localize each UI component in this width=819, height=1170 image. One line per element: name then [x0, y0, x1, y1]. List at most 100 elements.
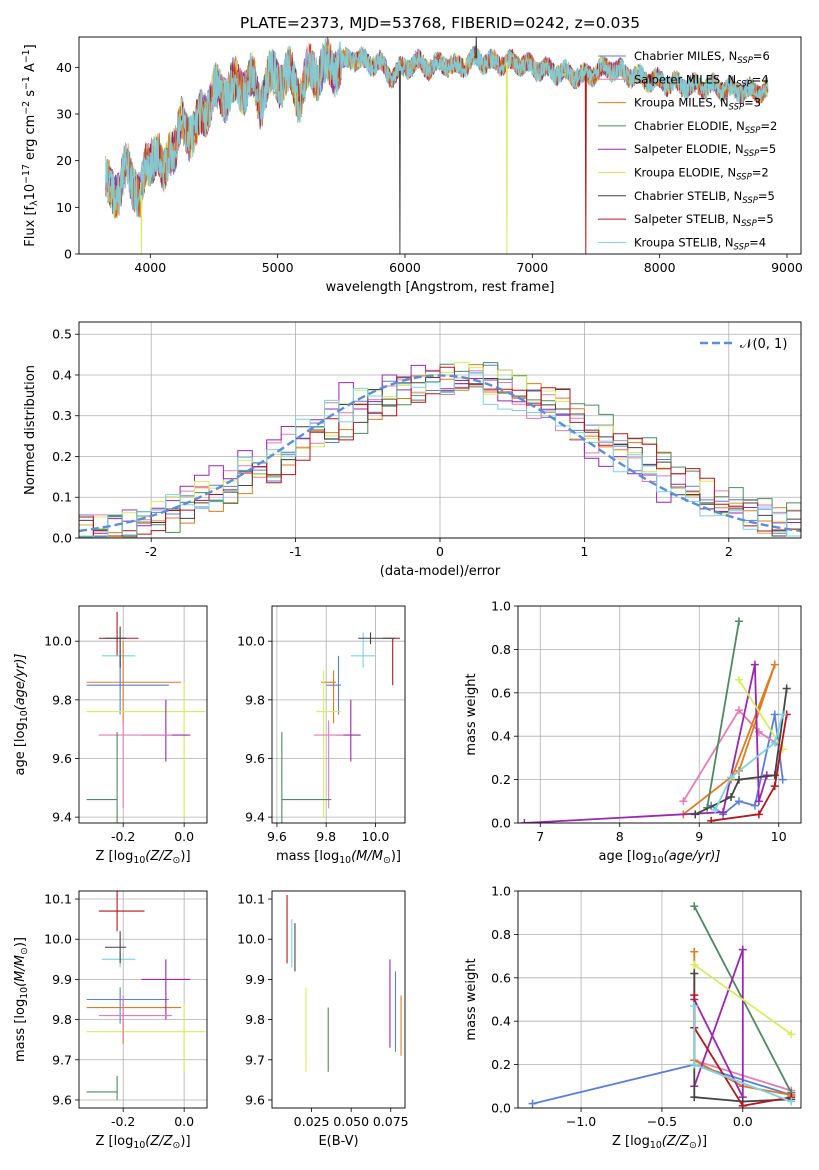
age-vs-massweight-marker-0-2 — [734, 797, 743, 806]
z-vs-massweight-ytick-label-4: 0.8 — [491, 927, 511, 942]
age-vs-massweight-marker-6-4 — [782, 684, 791, 693]
legend-entry-part: Salpeter MILES, N — [634, 72, 736, 86]
age-vs-massweight-marker-0-4 — [770, 710, 779, 719]
age-vs-massweight-plot-area — [520, 617, 791, 823]
residuals-ytick-label-1: 0.1 — [52, 490, 72, 505]
z-vs-mass-ytick-label-0: 9.6 — [52, 1092, 72, 1107]
z-vs-mass-xlabel-part: ⊙ — [173, 1140, 181, 1151]
z-vs-mass-xlabel-part: 10 — [133, 1140, 145, 1151]
legend-entry-part: =3 — [744, 96, 761, 110]
age-vs-massweight-marker-1-0 — [679, 797, 688, 806]
z-vs-mass-plot-area — [86, 891, 206, 1100]
spectrum-ylabel-part: s — [23, 90, 38, 101]
age-vs-massweight-series-8 — [714, 714, 784, 811]
age-vs-massweight-marker-8-3 — [778, 710, 787, 719]
z-vs-age-xtick-label-1: 0.0 — [174, 829, 194, 844]
spectrum-ylabel-part: −1 — [21, 76, 32, 90]
residuals-ytick-label-4: 0.4 — [52, 367, 72, 382]
ebv-vs-mass-xtick-label-0: 0.025 — [294, 1114, 330, 1129]
ebv-vs-mass-ytick-label-5: 10.1 — [237, 892, 265, 907]
age-vs-massweight-marker-8-0 — [711, 805, 720, 814]
residuals-plot-area — [79, 361, 801, 538]
age-vs-massweight-marker-7-1 — [754, 810, 763, 819]
z-vs-massweight-series-5 — [693, 964, 792, 1035]
z-vs-massweight-ytick-label-5: 1.0 — [491, 884, 511, 899]
legend-entry-part: =2 — [752, 166, 769, 180]
z-vs-age-xlabel-part: Z [log — [95, 849, 133, 864]
mass-vs-age-xlabel: mass [log10(M/M⊙)] — [276, 849, 401, 866]
legend-entry-part: SSP — [737, 56, 753, 66]
legend-entry-part: =2 — [760, 119, 777, 133]
legend-entry-part: SSP — [736, 79, 752, 89]
age-vs-massweight-marker-6-0 — [691, 810, 700, 819]
z-vs-mass-xlabel: Z [log10(Z/Z⊙)] — [95, 1134, 190, 1151]
spectrum-ylabel-part: 10 — [23, 184, 38, 201]
z-vs-massweight-xlabel-part: (Z/Z — [662, 1134, 690, 1149]
legend-entry-0: Chabrier MILES, NSSP=6 — [634, 49, 770, 66]
panels: 4000 5000 6000 7000 8000 9000010203040wavelen… — [13, 36, 803, 1151]
spectrum-series-8 — [105, 38, 769, 217]
z-vs-massweight-marker-5-0 — [690, 960, 699, 969]
spectrum-xtick-label-4: 8000 — [644, 260, 676, 275]
z-vs-massweight-marker-8-0 — [690, 1002, 699, 1011]
ebv-vs-mass-plot-area — [286, 895, 402, 1072]
legend-entry-2: Kroupa MILES, NSSP=3 — [634, 96, 761, 113]
z-vs-age-xlabel-part: )] — [180, 849, 190, 864]
mass-vs-age-ytick-label-3: 10.0 — [237, 634, 265, 649]
z-vs-massweight-frame — [517, 890, 802, 1109]
z-vs-mass-ylabel-part: ⊙ — [19, 947, 30, 955]
legend-entry-part: =6 — [753, 49, 770, 63]
z-vs-massweight-ytick-label-1: 0.2 — [491, 1057, 511, 1072]
age-vs-massweight-marker-2-2 — [770, 660, 779, 669]
mass-vs-age-xlabel-part: mass [log — [276, 849, 339, 864]
legend-entry-part: SSP — [729, 103, 745, 113]
normal-legend-label: 𝒩(0, 1) — [740, 337, 787, 352]
age-vs-massweight-marker-8-2 — [770, 738, 779, 747]
z-vs-mass-xtick-label-1: 0.0 — [174, 1114, 194, 1129]
z-vs-age-frame — [78, 605, 208, 824]
spectrum-frame — [78, 36, 802, 255]
age-vs-massweight-marker-5-0 — [734, 675, 743, 684]
legend-entry-part: =5 — [758, 189, 775, 203]
z-vs-mass-panel: -0.2 0.09.69.79.89.910.010.1Z [log10(Z/Z⊙… — [13, 890, 208, 1151]
normal-curve — [79, 374, 801, 533]
mass-vs-age-ytick-label-2: 9.8 — [245, 692, 265, 707]
mass-vs-age-xtick-label-1: 9.8 — [316, 829, 336, 844]
z-vs-massweight-panel: −1.0 −0.5 0.0 0.0 0.2 0.4 0.6 0.8 1.0 Z [log10(Z/… — [464, 884, 802, 1151]
age-vs-massweight-marker-4-2 — [750, 660, 759, 669]
ebv-vs-mass-ytick-label-1: 9.7 — [245, 1052, 265, 1067]
spectrum-ylabel-part: −1 — [21, 49, 32, 63]
z-vs-massweight-xlabel-part: ⊙ — [689, 1140, 697, 1151]
mass-vs-age-plot-area — [281, 632, 401, 823]
spectrum-xtick-label-3: 7000 — [516, 260, 548, 275]
ebv-vs-mass-xtick-label-2: 0.075 — [373, 1114, 409, 1129]
age-vs-massweight-ytick-label-5: 1.0 — [491, 599, 511, 614]
age-vs-massweight-series-3 — [706, 621, 740, 808]
spectrum-spike-1 — [398, 70, 401, 254]
age-vs-massweight-marker-7-2 — [770, 782, 779, 791]
mass-vs-age-ytick-label-0: 9.4 — [245, 810, 265, 825]
z-vs-age-ytick-label-1: 9.6 — [52, 751, 72, 766]
z-vs-massweight-marker-3-0 — [690, 902, 699, 911]
legend-entry-part: Kroupa STELIB, N — [634, 235, 734, 249]
spectrum-plot-area — [105, 37, 769, 254]
age-vs-massweight-xtick-label-0: 7 — [536, 829, 544, 844]
spectrum-spike-3 — [584, 75, 587, 254]
spectrum-xtick-label-5: 9000 — [771, 260, 803, 275]
legend-entry-part: Chabrier MILES, N — [634, 49, 737, 63]
z-vs-mass-ytick-label-2: 9.8 — [52, 1012, 72, 1027]
z-vs-mass-xlabel-part: )] — [180, 1134, 190, 1149]
ebv-vs-mass-panel: 0.025 0.050 0.075 9.6 9.7 9.8 9.9 10.0 10.1 E(B-V… — [237, 890, 409, 1149]
age-vs-massweight-xlabel: age [log10(age/yr)] — [599, 849, 721, 866]
legend-entry-part: SSP — [736, 173, 752, 183]
z-vs-massweight-xtick-label-1: −0.5 — [647, 1114, 677, 1129]
z-vs-mass-ylabel-part: 10 — [19, 987, 30, 999]
spectrum-ylabel-part: A — [23, 63, 38, 76]
legend-entry-6: Chabrier STELIB, NSSP=5 — [634, 189, 775, 206]
age-vs-massweight-marker-1-1 — [734, 706, 743, 715]
age-vs-massweight-xlabel-part: age [log — [599, 849, 652, 864]
spectrum-ylabel: Flux [fλ10−17 erg cm−2 s−1 A−1] — [21, 44, 40, 246]
age-vs-massweight-series-1 — [682, 708, 780, 802]
z-vs-age-xlabel: Z [log10(Z/Z⊙)] — [95, 849, 190, 866]
age-vs-massweight-marker-0-5 — [778, 775, 787, 784]
